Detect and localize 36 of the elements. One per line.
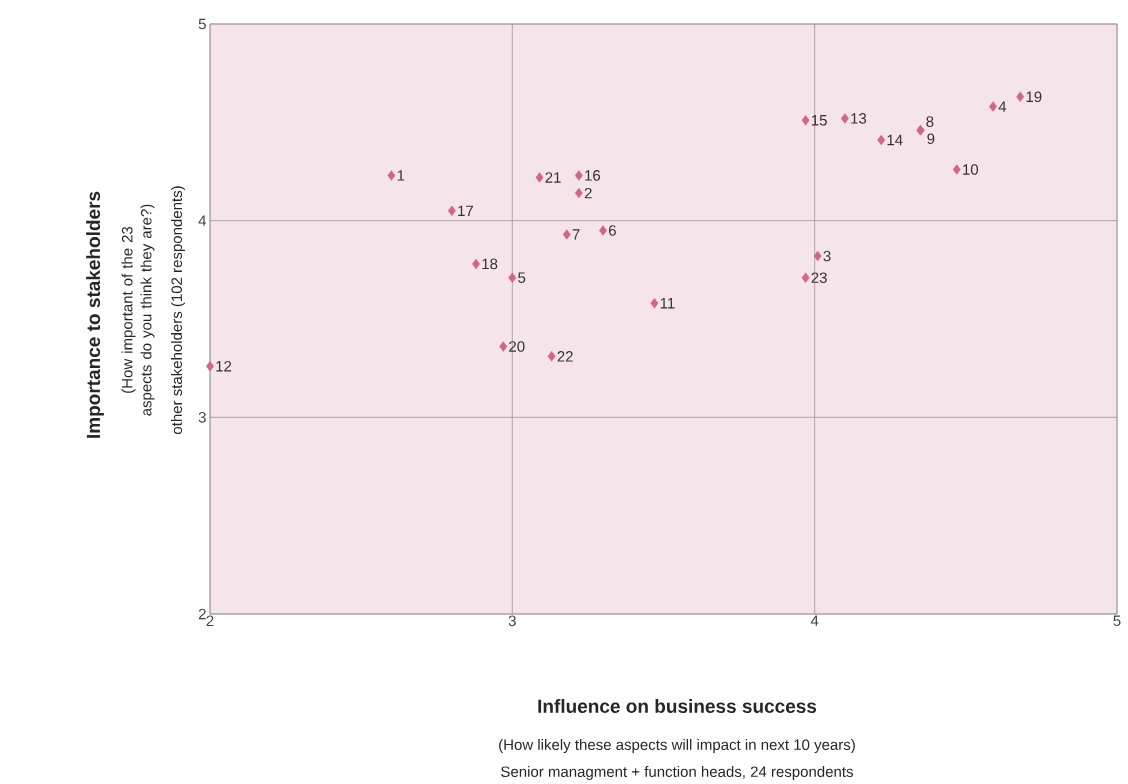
annotation: 9	[927, 133, 935, 144]
y-tick-label: 4	[198, 215, 207, 226]
annotation: 18	[482, 258, 498, 270]
annotation: 15	[811, 115, 827, 126]
x-axis-title: Influence on business success	[538, 699, 817, 713]
x-tick-label: 3	[508, 615, 516, 627]
annotation: 22	[557, 351, 573, 362]
annotation: 10	[963, 164, 979, 175]
annotation: 21	[545, 172, 561, 183]
annotation: 7	[572, 229, 580, 240]
annotation: 13	[851, 113, 867, 124]
annotation: 6	[609, 225, 616, 236]
annotation: 12	[216, 360, 232, 372]
x-tick-label: 2	[206, 615, 214, 626]
text: other stakeholders (102 respondents)	[171, 186, 185, 435]
annotation: 1	[397, 170, 405, 181]
annotation: 5	[518, 272, 526, 283]
annotation: 11	[660, 298, 675, 309]
annotation: 20	[509, 341, 525, 352]
x-tick-label: 4	[810, 615, 819, 626]
annotation: 23	[811, 272, 827, 283]
annotation: 16	[585, 170, 601, 181]
text: (How important of the 23 aspects do you think they are?)	[121, 204, 155, 416]
annotation: 14	[887, 134, 903, 146]
y-axis-title: Importance to stakeholders	[86, 191, 104, 438]
annotation: 19	[1026, 91, 1042, 103]
text: Senior managment + function heads, 24 respondents	[501, 765, 853, 780]
y-tick-label: 5	[198, 18, 206, 30]
annotation: 2	[584, 187, 592, 199]
annotation: 3	[823, 250, 831, 262]
x-tick-label: 5	[1113, 615, 1121, 626]
text: (How likely these aspects will impact in next 10 years)	[499, 738, 855, 753]
y-tick-label: 3	[198, 412, 206, 423]
annotation: 4	[998, 101, 1007, 112]
annotation: 8	[926, 116, 934, 127]
annotation: 17	[458, 205, 473, 216]
